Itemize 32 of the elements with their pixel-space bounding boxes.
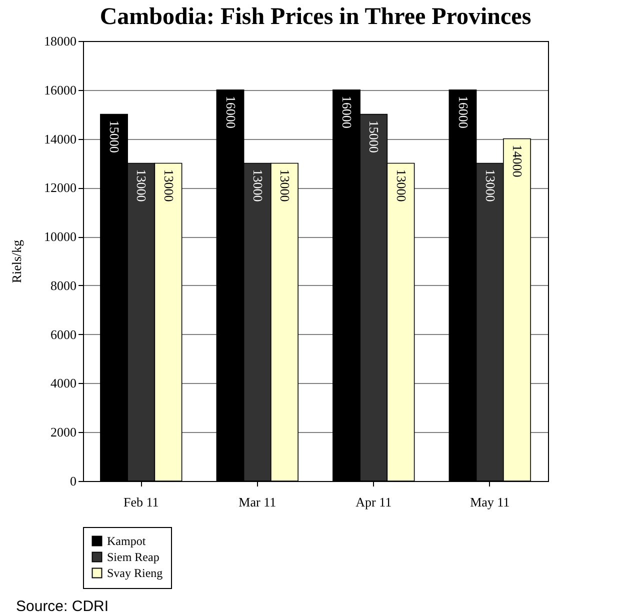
data-label: 16000 bbox=[456, 96, 471, 128]
chart-title: Cambodia: Fish Prices in Three Provinces bbox=[100, 4, 532, 30]
y-tick-label: 8000 bbox=[50, 278, 76, 293]
y-tick-label: 12000 bbox=[44, 180, 76, 196]
data-label: 13000 bbox=[161, 169, 176, 202]
x-tick-label: Apr 11 bbox=[356, 494, 392, 510]
data-label: 13000 bbox=[278, 169, 292, 202]
data-label: 15000 bbox=[107, 120, 122, 153]
y-tick-label: 14000 bbox=[44, 131, 76, 146]
data-label: 13000 bbox=[134, 169, 150, 202]
legend-label: Svay Rieng bbox=[107, 566, 163, 580]
y-tick-label: 18000 bbox=[44, 34, 76, 48]
data-label: 13000 bbox=[482, 169, 498, 202]
data-label: 16000 bbox=[340, 96, 354, 128]
data-label: 13000 bbox=[250, 169, 266, 202]
x-tick-label: Mar 11 bbox=[238, 494, 276, 510]
y-tick-label: 6000 bbox=[50, 326, 76, 342]
x-tick-label: May 11 bbox=[470, 494, 510, 510]
data-label: 13000 bbox=[394, 169, 409, 202]
data-label: 16000 bbox=[223, 96, 238, 128]
y-tick-label: 2000 bbox=[50, 424, 76, 440]
y-axis-title: Riels/kg bbox=[9, 239, 24, 284]
source-note: Source: CDRI bbox=[16, 598, 110, 613]
x-tick-label: Feb 11 bbox=[123, 494, 159, 510]
y-tick-label: 0 bbox=[70, 474, 76, 488]
data-label: 14000 bbox=[510, 144, 525, 178]
data-label: 15000 bbox=[366, 120, 382, 153]
y-tick-label: 4000 bbox=[50, 376, 76, 391]
legend-label: Siem Reap bbox=[107, 550, 160, 564]
legend-label: Kampot bbox=[107, 534, 146, 548]
y-tick-label: 16000 bbox=[44, 82, 76, 98]
y-tick-label: 10000 bbox=[44, 229, 76, 244]
